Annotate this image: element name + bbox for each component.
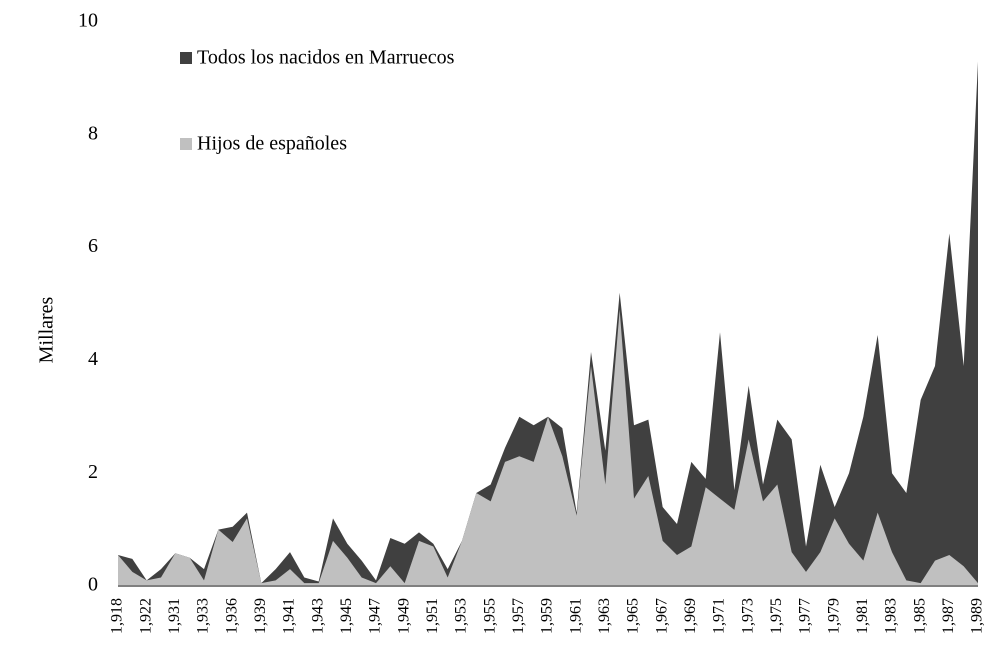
legend-swatch [180,52,192,64]
x-tick-label: 1,963 [596,598,613,634]
x-tick-label: 1,939 [252,598,269,634]
x-tick-label: 1,961 [567,598,584,634]
x-tick-label: 1,941 [281,598,298,634]
x-tick-label: 1,967 [653,598,670,634]
x-tick-label: 1,977 [797,598,814,634]
y-tick-label: 2 [88,461,98,483]
legend-label: Todos los nacidos en Marruecos [197,47,455,69]
y-tick-label: 4 [88,348,98,370]
x-tick-label: 1,918 [109,598,126,634]
x-tick-label: 1,933 [195,598,212,634]
legend-swatch [180,138,192,150]
y-tick-label: 6 [88,235,98,257]
x-tick-label: 1,971 [711,598,728,634]
x-tick-label: 1,922 [137,598,154,634]
y-tick-label: 8 [88,122,98,144]
x-tick-label: 1,981 [854,598,871,634]
x-tick-label: 1,985 [911,598,928,634]
x-tick-label: 1,957 [510,598,527,634]
area [118,309,978,586]
x-tick-label: 1,979 [825,598,842,634]
x-tick-label: 1,955 [481,598,498,634]
x-tick-label: 1,983 [883,598,900,634]
x-tick-label: 1,987 [940,598,957,634]
x-tick-label: 1,969 [682,598,699,634]
x-tick-label: 1,989 [969,598,986,634]
x-tick-label: 1,943 [309,598,326,634]
x-tick-label: 1,931 [166,598,183,634]
x-tick-label: 1,965 [625,598,642,634]
y-tick-label: 10 [78,10,98,32]
y-axis-label: Millares [36,296,58,363]
x-tick-label: 1,975 [768,598,785,634]
x-tick-label: 1,936 [223,598,240,634]
legend-label: Hijos de españoles [197,133,347,155]
y-tick-label: 0 [88,574,98,596]
x-tick-label: 1,959 [539,598,556,634]
x-tick-label: 1,949 [395,598,412,634]
x-tick-label: 1,947 [367,598,384,634]
x-tick-label: 1,951 [424,598,441,634]
x-tick-label: 1,953 [453,598,470,634]
x-tick-label: 1,973 [739,598,756,634]
x-tick-label: 1,945 [338,598,355,634]
